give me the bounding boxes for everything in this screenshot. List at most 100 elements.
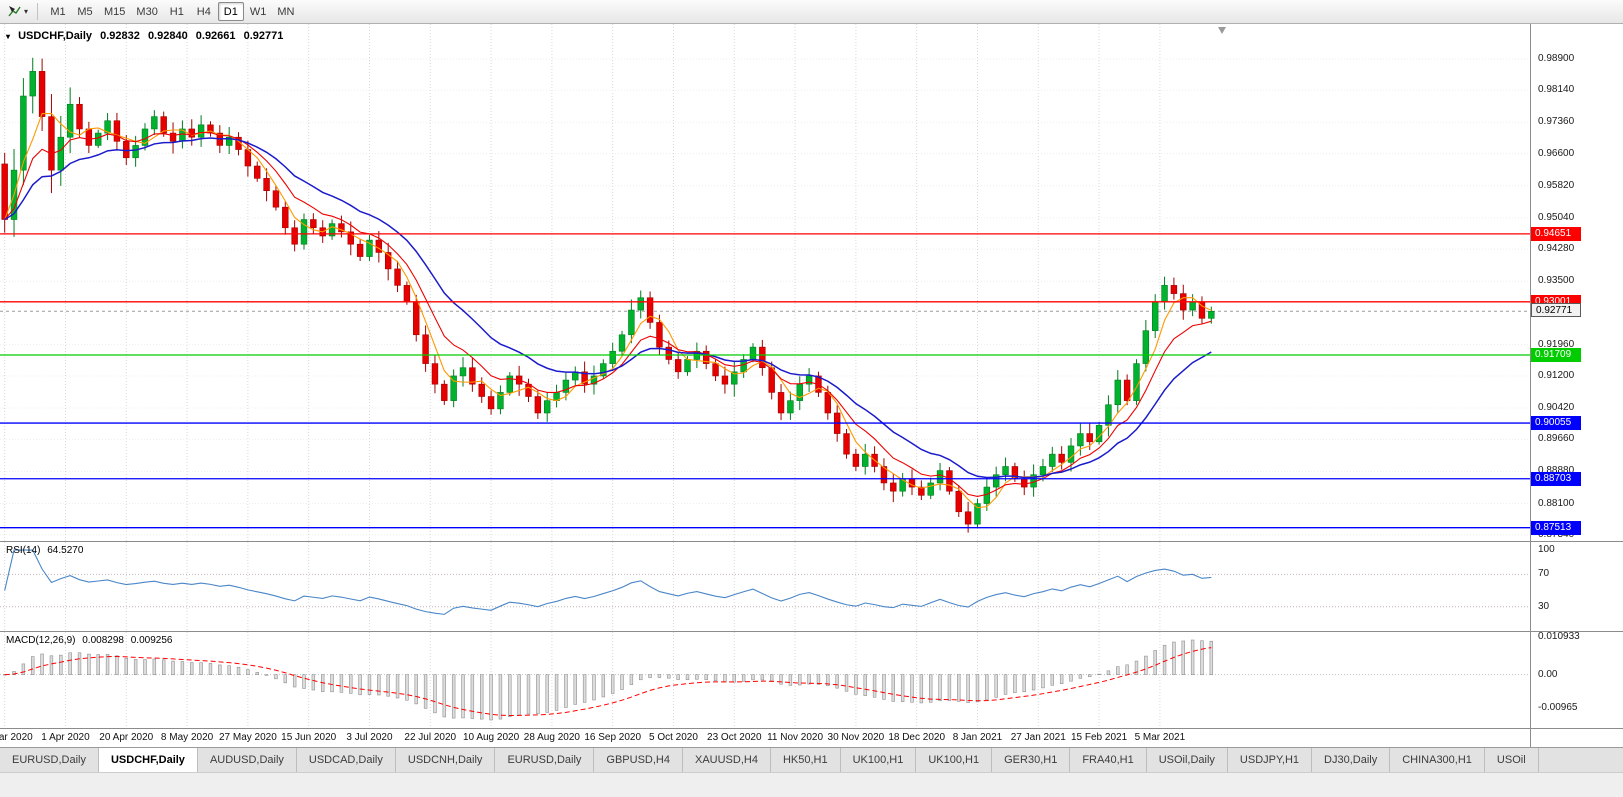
symbol-tab-uk100-h1[interactable]: UK100,H1 <box>841 748 917 772</box>
chart-tools-button[interactable]: ▾ <box>5 4 30 19</box>
price-tick-label: 0.89660 <box>1538 433 1575 445</box>
price-tick-label: 0.95040 <box>1538 211 1575 223</box>
time-axis-label: 8 Jan 2021 <box>952 732 1003 743</box>
toolbar: ▾ M1 M5 M15 M30 H1 H4 D1 W1 MN <box>0 0 1623 24</box>
price-axis[interactable]: 0.98900 0.98140 0.97360 0.96600 0.95820 0.950… <box>1530 24 1623 747</box>
time-axis-label: 15 Feb 2021 <box>1070 732 1128 743</box>
macd-histogram <box>2 639 1214 721</box>
hline-price-label[interactable]: 0.87513 <box>1531 520 1581 535</box>
hline-price-label[interactable]: 0.90055 <box>1531 416 1581 431</box>
timeframe-button-w1[interactable]: W1 <box>249 5 267 18</box>
hline-price-label[interactable]: 0.94651 <box>1531 226 1581 241</box>
timeframe-toolbar: M1 M5 M15 M30 H1 H4 D1 W1 MN <box>45 2 299 21</box>
chart-ohlc-header: ▾ USDCHF,Daily 0.92832 0.92840 0.92661 0… <box>6 30 288 42</box>
grid-lines <box>0 24 1530 541</box>
time-axis-label: 5 Mar 2021 <box>1134 732 1186 743</box>
symbol-tab-eurusd-daily[interactable]: EURUSD,Daily <box>495 748 595 772</box>
symbol-tab-eurusd-daily[interactable]: EURUSD,Daily <box>0 748 99 772</box>
macd-tick-label: 0.00 <box>1538 668 1558 680</box>
symbol-tab-gbpusd-h4[interactable]: GBPUSD,H4 <box>594 748 683 772</box>
chart-tab-bar: EURUSD,Daily USDCHF,Daily AUDUSD,Daily USDC… <box>0 747 1623 772</box>
timeframe-button-m15[interactable]: M15 <box>104 5 126 18</box>
macd-value-signal: 0.009256 <box>130 635 173 646</box>
price-tick-label: 0.98140 <box>1538 84 1575 96</box>
symbol-tab-usdcnh-daily[interactable]: USDCNH,Daily <box>396 748 496 772</box>
symbol-tab-usdcad-daily[interactable]: USDCAD,Daily <box>297 748 396 772</box>
time-axis-label: 28 Aug 2020 <box>523 732 580 743</box>
chart-cursor-icon <box>8 6 21 17</box>
time-axis-label: 27 Jan 2021 <box>1010 732 1066 743</box>
rsi-tick-label: 100 <box>1538 544 1555 556</box>
time-axis-label: 20 Apr 2020 <box>99 732 154 743</box>
hline-price-label[interactable]: 0.91709 <box>1531 347 1581 362</box>
timeframe-button-h1[interactable]: H1 <box>169 5 184 18</box>
macd-tick-label: -0.00965 <box>1538 701 1578 713</box>
moving-average-lines <box>4 112 1212 509</box>
symbol-tab-usdjpy-h1[interactable]: USDJPY,H1 <box>1228 748 1313 772</box>
time-axis-label: 30 Nov 2020 <box>827 732 885 743</box>
chart-window: ▾ USDCHF,Daily 0.92832 0.92840 0.92661 0… <box>0 24 1623 747</box>
ohlc-high: 0.92840 <box>147 30 188 42</box>
rsi-line <box>4 549 1212 615</box>
symbol-tab-hk50-h1[interactable]: HK50,H1 <box>771 748 841 772</box>
rsi-indicator-panel[interactable] <box>0 542 1530 631</box>
timeframe-button-h4[interactable]: H4 <box>196 5 211 18</box>
price-tick-label: 0.96600 <box>1538 147 1575 159</box>
time-axis-label: 15 Jun 2020 <box>281 732 337 743</box>
macd-name: MACD(12,26,9) <box>6 635 76 646</box>
symbol-tab-usdchf-daily[interactable]: USDCHF,Daily <box>98 748 198 772</box>
time-axis[interactable]: 13 Mar 2020 1 Apr 2020 20 Apr 2020 8 May 20… <box>0 729 1530 747</box>
symbol-tab-usoil-daily[interactable]: USOil,Daily <box>1147 748 1228 772</box>
time-axis-label: 27 May 2020 <box>218 732 277 743</box>
rsi-value: 64.5270 <box>47 545 84 556</box>
macd-value-main: 0.008298 <box>82 635 124 646</box>
timeframe-button-mn[interactable]: MN <box>277 5 295 18</box>
timeframe-button-m1[interactable]: M1 <box>50 5 66 18</box>
ohlc-close: 0.92771 <box>243 30 284 42</box>
time-axis-label: 11 Nov 2020 <box>767 732 824 743</box>
price-tick-label: 0.88100 <box>1538 497 1575 509</box>
triangle-down-icon[interactable]: ▾ <box>6 32 11 41</box>
ohlc-low: 0.92661 <box>195 30 236 42</box>
symbol-tab-dj30-daily[interactable]: DJ30,Daily <box>1312 748 1391 772</box>
panel-separator[interactable] <box>0 541 1623 542</box>
current-price-label: 0.92771 <box>1531 303 1581 318</box>
macd-signal-line <box>4 647 1212 717</box>
candles <box>1 57 1215 533</box>
symbol-tab-usoil[interactable]: USOil <box>1485 748 1539 772</box>
symbol-tab-uk100-h1[interactable]: UK100,H1 <box>916 748 993 772</box>
hline-price-label[interactable]: 0.88703 <box>1531 471 1581 486</box>
symbol-tab-xauusd-h4[interactable]: XAUUSD,H4 <box>683 748 771 772</box>
time-axis-label: 10 Aug 2020 <box>462 732 520 743</box>
window-bottom-strip <box>0 772 1623 797</box>
time-axis-label: 16 Sep 2020 <box>584 732 642 743</box>
price-tick-label: 0.88880 <box>1538 465 1574 476</box>
symbol-tab-audusd-daily[interactable]: AUDUSD,Daily <box>198 748 297 772</box>
toolbar-separator <box>37 3 39 20</box>
rsi-indicator-label: RSI(14) 64.5270 <box>6 545 87 556</box>
time-axis-label: 5 Oct 2020 <box>649 732 698 743</box>
rsi-name: RSI(14) <box>6 545 41 556</box>
time-axis-label: 1 Apr 2020 <box>41 732 90 743</box>
timeframe-button-d1[interactable]: D1 <box>217 2 244 21</box>
time-axis-label: 3 Jul 2020 <box>346 732 393 743</box>
symbol-tab-ger30-h1[interactable]: GER30,H1 <box>992 748 1071 772</box>
time-axis-label: 8 May 2020 <box>160 732 214 743</box>
macd-indicator-panel[interactable] <box>0 632 1530 728</box>
time-axis-label: 23 Oct 2020 <box>707 732 762 743</box>
macd-tick-label: 0.010933 <box>1538 631 1580 643</box>
price-tick-label: 0.91200 <box>1538 369 1575 381</box>
symbol-tab-fra40-h1[interactable]: FRA40,H1 <box>1070 748 1147 772</box>
timeframe-button-m30[interactable]: M30 <box>136 5 158 18</box>
price-tick-label: 0.93500 <box>1538 275 1575 287</box>
main-chart-plot[interactable] <box>0 24 1530 541</box>
price-tick-label: 0.95820 <box>1538 179 1575 191</box>
symbol-tab-china300-h1[interactable]: CHINA300,H1 <box>1390 748 1485 772</box>
price-tick-label: 0.90420 <box>1538 402 1575 414</box>
chevron-down-icon[interactable]: ▾ <box>24 6 29 16</box>
panel-separator <box>0 728 1623 729</box>
rsi-tick-label: 30 <box>1538 600 1550 612</box>
timeframe-button-m5[interactable]: M5 <box>77 5 93 18</box>
panel-separator[interactable] <box>0 631 1623 632</box>
